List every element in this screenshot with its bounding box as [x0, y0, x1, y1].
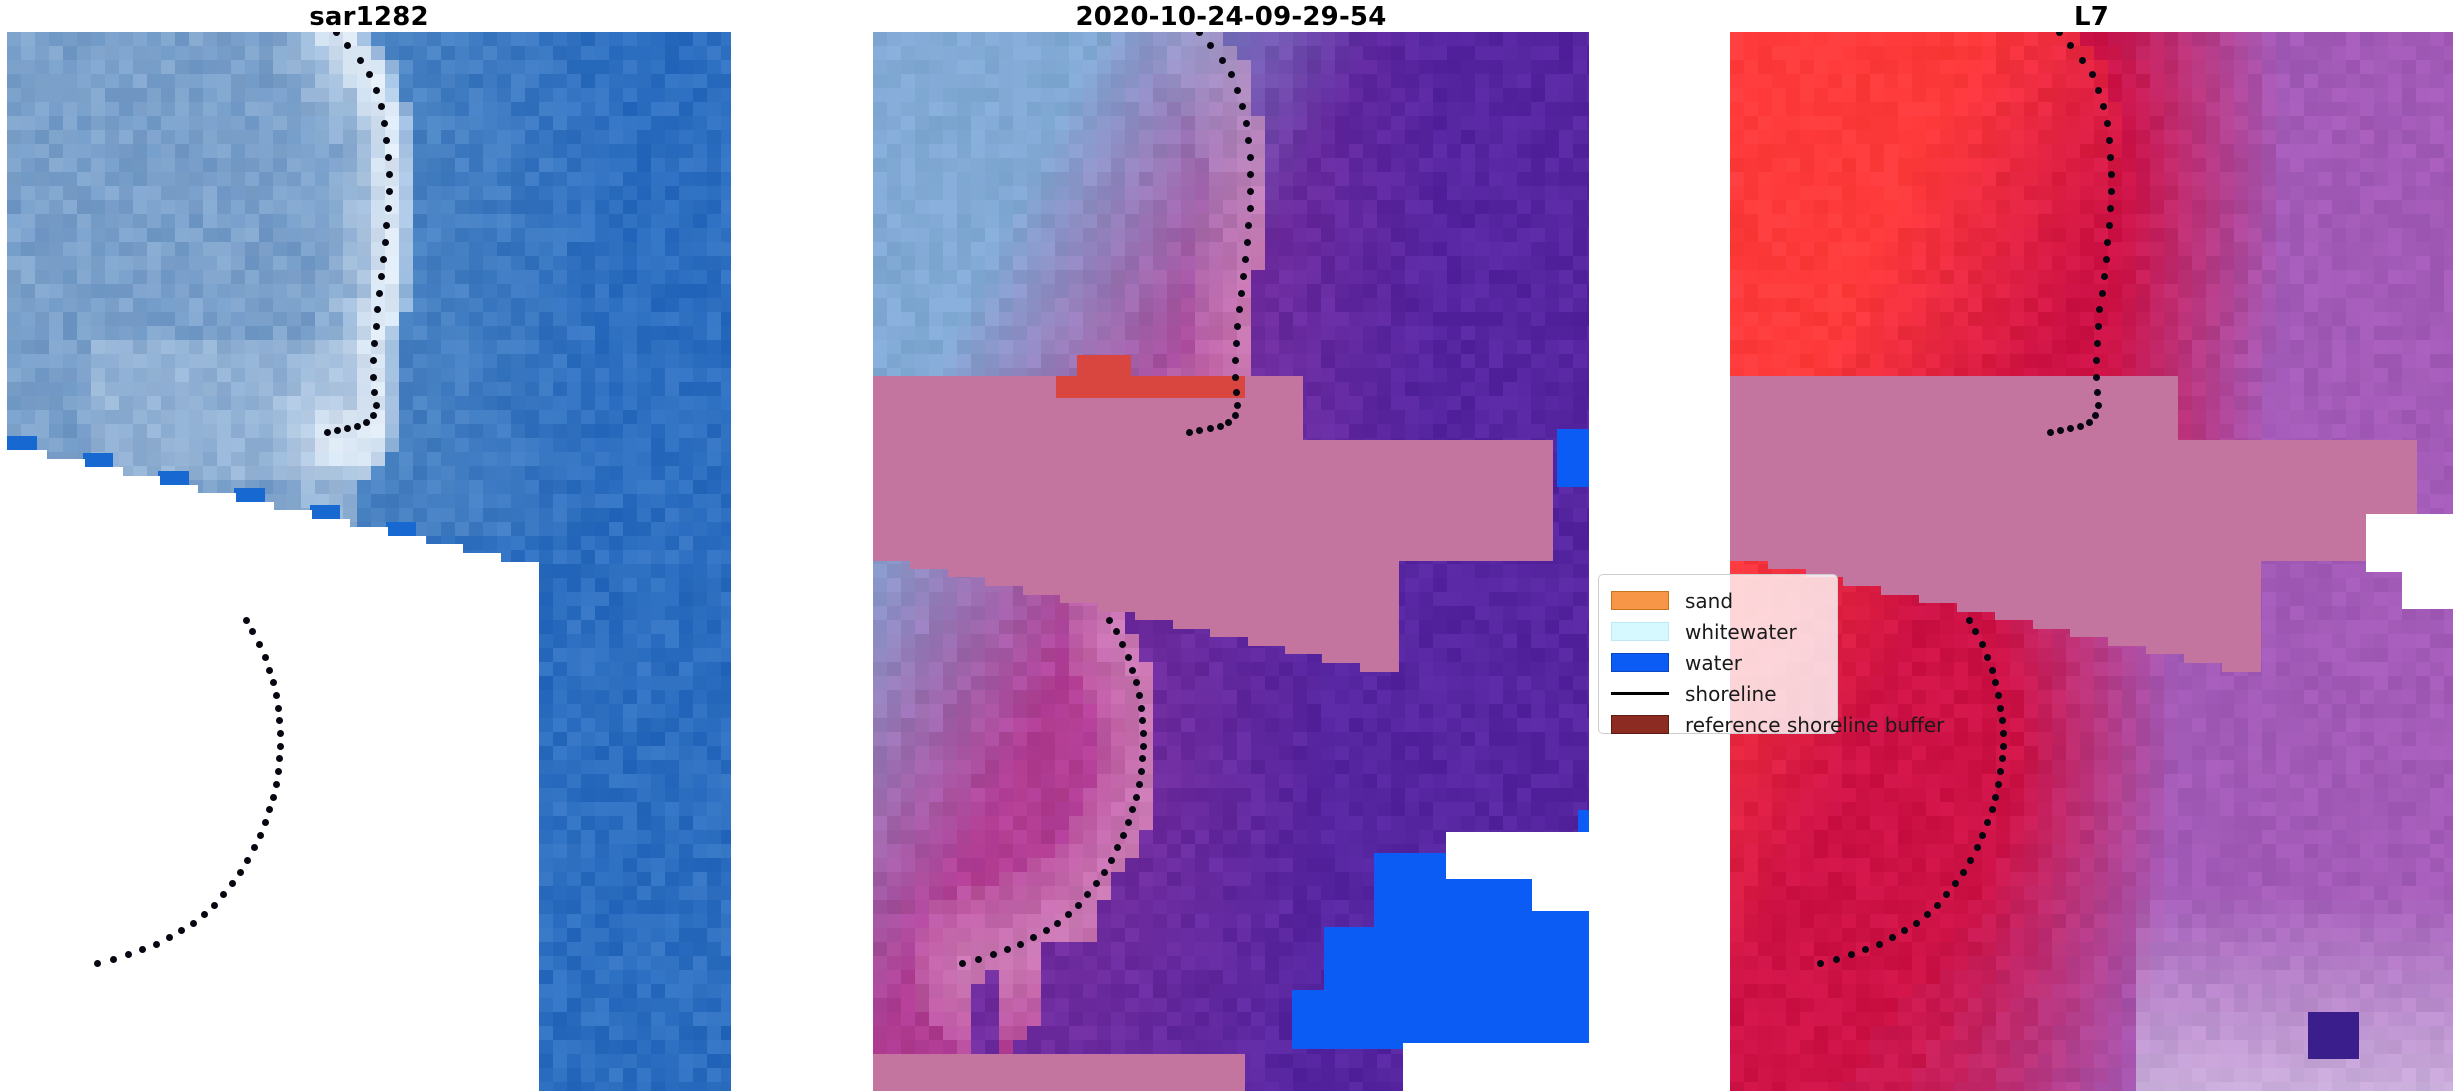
legend-item-water: water — [1611, 647, 1825, 678]
sar-nodata-wedge — [7, 32, 731, 1091]
classified-raster — [873, 32, 1589, 1091]
legend-item-sand: sand — [1611, 585, 1825, 616]
l7-nodata-wedge — [1730, 32, 2453, 1091]
sar-shoreline-dots — [7, 32, 731, 1091]
panel-title-l7: L7 — [1730, 2, 2453, 32]
reference-buffer-swatch-icon — [1611, 715, 1669, 734]
l7-shoreline-dots — [1730, 32, 2453, 1091]
sar-raster — [7, 32, 731, 1091]
whitewater-swatch-icon — [1611, 622, 1669, 641]
legend-label-whitewater: whitewater — [1685, 620, 1797, 644]
classified-shoreline-dots — [873, 32, 1589, 1091]
panel-title-date: 2020-10-24-09-29-54 — [873, 2, 1589, 32]
l7-raster — [1730, 32, 2453, 1091]
panel-title-sar: sar1282 — [7, 2, 731, 32]
panel-l7-image[interactable] — [1730, 32, 2453, 1091]
legend-label-shoreline: shoreline — [1685, 682, 1777, 706]
sand-swatch-icon — [1611, 591, 1669, 610]
classified-nodata-wedge — [873, 32, 1589, 1091]
panel-sar-image[interactable] — [7, 32, 731, 1091]
legend-label-reference-buffer: reference shoreline buffer — [1685, 713, 1944, 737]
legend-label-sand: sand — [1685, 589, 1733, 613]
shoreline-line-icon — [1611, 692, 1669, 695]
legend-item-shoreline: shoreline — [1611, 678, 1825, 709]
legend-item-whitewater: whitewater — [1611, 616, 1825, 647]
legend[interactable]: sand whitewater water shoreline referenc… — [1598, 574, 1944, 737]
legend-item-reference-buffer: reference shoreline buffer — [1611, 709, 1944, 740]
water-swatch-icon — [1611, 653, 1669, 672]
panel-classified-image[interactable] — [873, 32, 1589, 1091]
legend-label-water: water — [1685, 651, 1742, 675]
